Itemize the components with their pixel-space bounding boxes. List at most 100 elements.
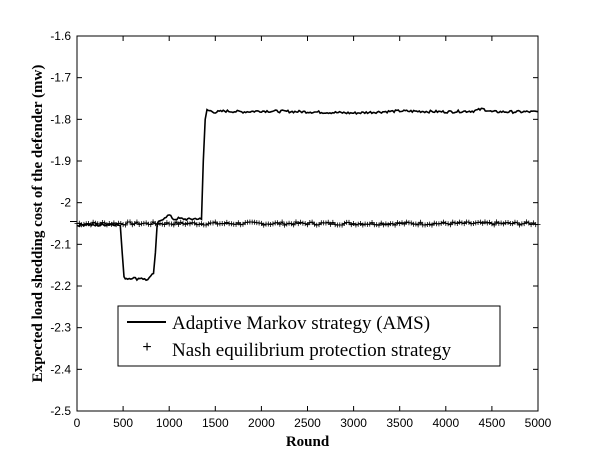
legend: Adaptive Markov strategy (AMS) + Nash eq… — [117, 305, 501, 367]
nash-marker — [268, 221, 274, 227]
nash-marker — [381, 222, 387, 228]
series-layer — [74, 107, 541, 282]
nash-marker — [141, 220, 147, 226]
nash-marker — [120, 222, 126, 228]
ticks-layer: 0 500 1000 1500 2000 2500 3000 3500 4000 4500 5000… — [50, 29, 551, 430]
nash-marker — [185, 220, 191, 226]
nash-marker — [311, 221, 317, 227]
nash-marker — [173, 219, 179, 225]
nash-marker — [362, 221, 368, 227]
x-tick-label: 1500 — [202, 416, 229, 430]
nash-marker — [427, 221, 433, 227]
nash-marker — [198, 221, 204, 227]
x-tick-label: 4500 — [479, 416, 506, 430]
nash-marker — [374, 222, 380, 228]
y-tick-label: -2.1 — [50, 237, 71, 251]
nash-marker — [505, 220, 511, 226]
nash-marker — [212, 219, 218, 225]
nash-marker — [369, 220, 375, 226]
nash-marker — [512, 219, 518, 225]
nash-marker — [265, 221, 271, 227]
nash-marker — [514, 220, 520, 226]
nash-marker — [332, 222, 338, 228]
legend-plus-marker: + — [142, 339, 151, 356]
nash-marker — [341, 220, 347, 226]
nash-marker — [298, 219, 304, 225]
nash-marker — [261, 222, 267, 228]
x-axis-label: Round — [286, 434, 330, 450]
series-ams-line — [76, 107, 539, 282]
nash-marker — [129, 222, 135, 228]
nash-marker — [169, 221, 175, 227]
nash-marker — [291, 222, 297, 228]
nash-marker — [134, 219, 140, 225]
nash-marker — [309, 219, 315, 225]
x-tick-label: 2500 — [294, 416, 321, 430]
legend-label-ams: Adaptive Markov strategy (AMS) — [172, 313, 430, 334]
y-tick-label: -2.3 — [50, 321, 71, 335]
nash-marker — [408, 220, 414, 226]
nash-marker — [171, 222, 177, 228]
nash-marker — [477, 219, 483, 225]
nash-marker — [436, 221, 442, 227]
nash-marker — [305, 222, 310, 228]
nash-marker — [404, 219, 410, 225]
y-axis-label: Expected load shedding cost of the defen… — [30, 65, 46, 383]
nash-marker — [210, 220, 216, 226]
nash-marker — [523, 219, 529, 225]
nash-marker — [238, 222, 244, 228]
x-tick-label: 1000 — [156, 416, 183, 430]
nash-marker — [376, 222, 382, 228]
legend-box — [117, 305, 501, 367]
nash-marker — [180, 221, 186, 227]
nash-marker — [438, 220, 444, 226]
nash-marker — [284, 221, 290, 227]
nash-marker — [447, 222, 453, 228]
nash-marker — [228, 221, 234, 227]
nash-marker — [482, 219, 488, 225]
nash-marker — [413, 221, 419, 227]
nash-marker — [325, 219, 331, 225]
nash-marker — [182, 221, 188, 227]
nash-marker — [459, 220, 465, 226]
nash-marker — [457, 219, 463, 225]
nash-marker — [498, 220, 504, 226]
x-tick-label: 3000 — [340, 416, 367, 430]
nash-marker — [330, 219, 336, 225]
x-tick-label: 0 — [74, 416, 81, 430]
nash-marker — [122, 222, 128, 228]
y-tick-label: -2.5 — [50, 404, 71, 418]
x-tick-label: 500 — [113, 416, 133, 430]
nash-marker — [175, 221, 181, 227]
axes-frame — [76, 35, 539, 412]
nash-marker — [346, 219, 352, 225]
nash-marker — [277, 221, 283, 227]
nash-marker — [397, 221, 403, 227]
y-tick-label: -2.2 — [50, 279, 71, 293]
nash-marker — [415, 222, 421, 228]
nash-marker — [360, 222, 366, 228]
y-tick-label: -2 — [60, 196, 71, 210]
nash-marker — [279, 219, 285, 225]
nash-marker — [281, 222, 287, 228]
nash-marker — [203, 222, 209, 228]
x-tick-label: 4000 — [432, 416, 459, 430]
nash-marker — [286, 220, 292, 226]
y-tick-label: -1.6 — [50, 29, 71, 43]
y-tick-label: -1.8 — [50, 112, 71, 126]
nash-marker — [187, 221, 193, 227]
nash-marker — [136, 222, 142, 228]
y-tick-label: -1.9 — [50, 154, 71, 168]
nash-marker — [484, 220, 490, 226]
nash-marker — [139, 221, 145, 227]
nash-marker — [392, 222, 398, 228]
nash-marker — [196, 221, 202, 227]
nash-marker — [288, 221, 294, 227]
nash-marker — [491, 222, 497, 228]
nash-marker — [385, 222, 391, 228]
nash-marker — [445, 221, 451, 227]
nash-marker — [440, 219, 446, 225]
nash-marker — [348, 222, 354, 228]
